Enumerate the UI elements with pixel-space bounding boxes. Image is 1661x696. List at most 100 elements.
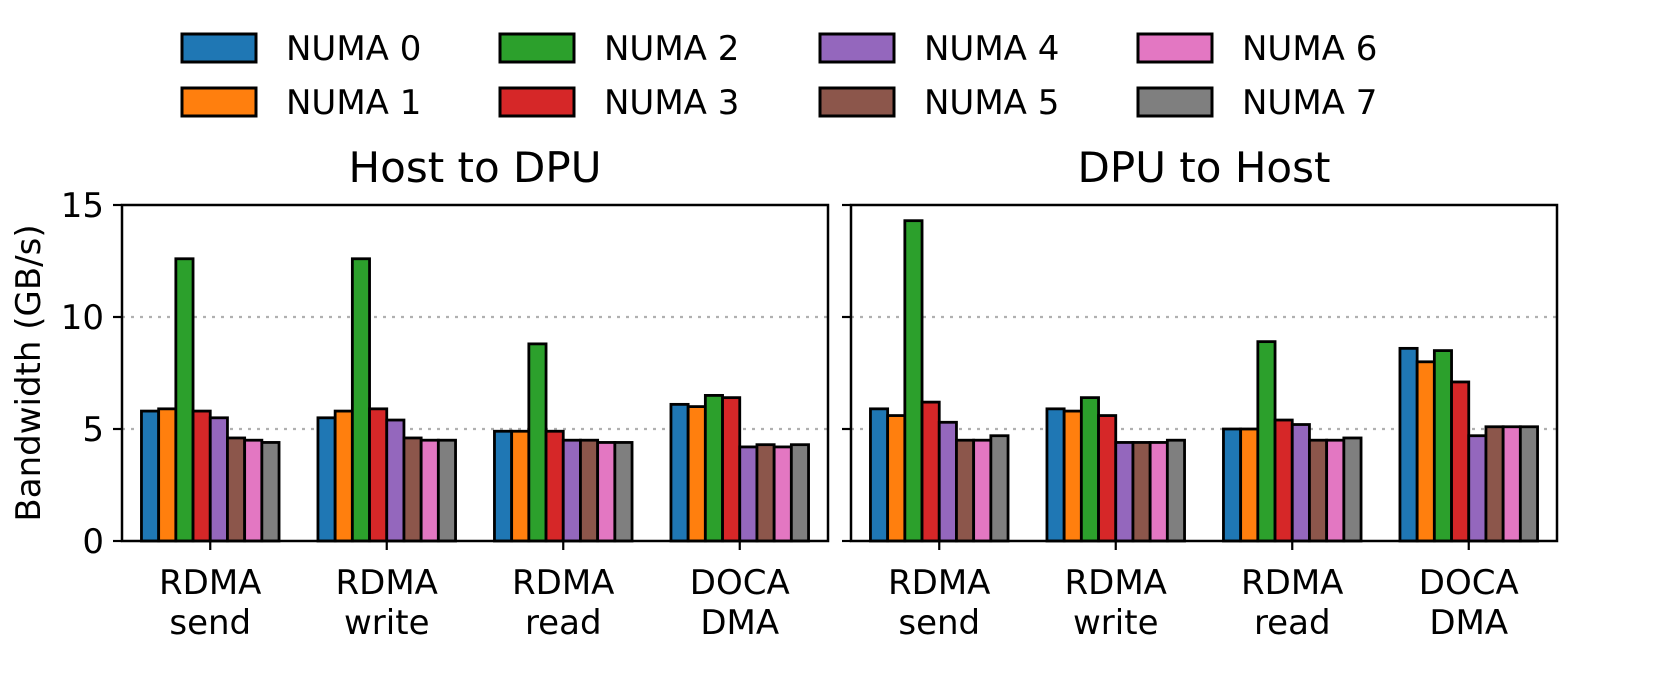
bar-p0-g0-s7 bbox=[260, 441, 281, 543]
bar-p1-g2-s7 bbox=[1342, 436, 1363, 543]
y-tick-label-5: 5 bbox=[82, 410, 104, 450]
x-tick-label-0-0-line2: send bbox=[169, 603, 251, 643]
x-tick-label-1-2-line2: read bbox=[1254, 603, 1331, 643]
bar-p0-g0-s4 bbox=[208, 416, 229, 543]
bar-p0-g2-s6 bbox=[596, 441, 617, 543]
bar-p1-g1-s2 bbox=[1079, 396, 1100, 543]
x-tick-label-0-1-line1: RDMA bbox=[336, 563, 438, 603]
legend-label-7: NUMA 7 bbox=[1242, 83, 1377, 123]
legend-swatch-3 bbox=[498, 86, 576, 118]
bar-p0-g1-s7 bbox=[436, 438, 457, 543]
bar-p0-g1-s5 bbox=[402, 436, 423, 543]
legend-swatch-7 bbox=[1136, 86, 1214, 118]
legend-swatch-0 bbox=[180, 32, 258, 64]
bar-p1-g3-s1 bbox=[1415, 360, 1436, 543]
bar-p1-g2-s3 bbox=[1273, 418, 1294, 543]
bar-p1-g2-s5 bbox=[1308, 438, 1329, 543]
bar-p1-g3-s7 bbox=[1518, 425, 1539, 543]
y-tick-label-15: 15 bbox=[61, 186, 104, 226]
bar-p0-g1-s2 bbox=[350, 257, 371, 543]
y-tick-label-0: 0 bbox=[82, 522, 104, 562]
bar-p0-g2-s7 bbox=[613, 441, 634, 543]
x-tick-label-1-1-line2: write bbox=[1073, 603, 1158, 643]
legend-swatch-2 bbox=[498, 32, 576, 64]
bar-p0-g0-s6 bbox=[243, 438, 264, 543]
x-tick-label-1-3-line1: DOCA bbox=[1419, 563, 1519, 603]
x-tick-label-1-1-line1: RDMA bbox=[1065, 563, 1167, 603]
bar-p0-g0-s5 bbox=[226, 436, 247, 543]
legend-label-6: NUMA 6 bbox=[1242, 29, 1377, 69]
bar-p0-g3-s4 bbox=[738, 445, 759, 543]
bar-p1-g3-s2 bbox=[1432, 349, 1453, 543]
bar-p1-g2-s1 bbox=[1239, 427, 1260, 543]
bar-p1-g0-s2 bbox=[903, 219, 924, 543]
bar-p1-g3-s4 bbox=[1467, 434, 1488, 543]
bar-p1-g2-s0 bbox=[1222, 427, 1243, 543]
bar-p0-g1-s3 bbox=[368, 407, 389, 543]
bar-p0-g2-s1 bbox=[510, 429, 531, 543]
x-tick-label-0-1-line2: write bbox=[344, 603, 429, 643]
legend-label-2: NUMA 2 bbox=[604, 29, 739, 69]
bar-p0-g2-s4 bbox=[561, 438, 582, 543]
legend-label-3: NUMA 3 bbox=[604, 83, 739, 123]
bar-p0-g2-s2 bbox=[527, 342, 548, 543]
legend-label-0: NUMA 0 bbox=[286, 29, 421, 69]
bar-p0-g0-s2 bbox=[174, 257, 195, 543]
bar-p1-g0-s4 bbox=[937, 420, 958, 543]
bar-p0-g2-s3 bbox=[544, 429, 565, 543]
bar-p1-g2-s6 bbox=[1325, 438, 1346, 543]
bar-p0-g3-s0 bbox=[669, 402, 690, 543]
x-tick-label-1-3-line2: DMA bbox=[1429, 603, 1508, 643]
bar-p0-g3-s6 bbox=[772, 445, 793, 543]
bar-p1-g1-s0 bbox=[1045, 407, 1066, 543]
bar-p1-g1-s6 bbox=[1148, 441, 1169, 543]
panel-title-1: DPU to Host bbox=[1078, 143, 1331, 192]
x-tick-label-0-3-line1: DOCA bbox=[690, 563, 790, 603]
bar-p0-g0-s0 bbox=[140, 409, 161, 543]
x-tick-label-0-0-line1: RDMA bbox=[159, 563, 261, 603]
bar-p0-g3-s2 bbox=[703, 393, 724, 543]
bar-p1-g1-s7 bbox=[1165, 438, 1186, 543]
bar-p1-g0-s3 bbox=[920, 400, 941, 543]
legend-label-5: NUMA 5 bbox=[924, 83, 1059, 123]
x-tick-label-0-2-line2: read bbox=[525, 603, 602, 643]
bar-p0-g1-s4 bbox=[385, 418, 406, 543]
bar-p1-g3-s6 bbox=[1501, 425, 1522, 543]
bar-p1-g0-s1 bbox=[886, 414, 907, 543]
x-tick-label-1-2-line1: RDMA bbox=[1241, 563, 1343, 603]
panel-title-0: Host to DPU bbox=[349, 143, 602, 192]
panel-frame-1 bbox=[849, 203, 1559, 543]
bar-p0-g2-s5 bbox=[579, 438, 600, 543]
y-axis-label: Bandwidth (GB/s) bbox=[9, 224, 49, 521]
bar-p0-g0-s3 bbox=[191, 409, 212, 543]
bar-p1-g0-s6 bbox=[972, 438, 993, 543]
legend-swatch-1 bbox=[180, 86, 258, 118]
x-tick-label-0-2-line1: RDMA bbox=[512, 563, 614, 603]
bar-p1-g1-s4 bbox=[1114, 441, 1135, 543]
legend-label-4: NUMA 4 bbox=[924, 29, 1059, 69]
bar-p1-g3-s0 bbox=[1398, 346, 1419, 543]
bar-p0-g2-s0 bbox=[493, 429, 514, 543]
bar-p1-g0-s5 bbox=[955, 438, 976, 543]
bar-p0-g3-s3 bbox=[721, 396, 742, 543]
bar-p0-g3-s1 bbox=[686, 405, 707, 543]
legend-label-1: NUMA 1 bbox=[286, 83, 421, 123]
legend-swatch-4 bbox=[818, 32, 896, 64]
bar-p1-g3-s3 bbox=[1450, 380, 1471, 543]
bar-p1-g1-s1 bbox=[1062, 409, 1083, 543]
x-tick-label-1-0-line2: send bbox=[898, 603, 980, 643]
legend-swatch-5 bbox=[818, 86, 896, 118]
bar-p1-g2-s4 bbox=[1290, 423, 1311, 543]
bar-p0-g1-s6 bbox=[419, 438, 440, 543]
x-tick-label-0-3-line2: DMA bbox=[700, 603, 779, 643]
y-tick-label-10: 10 bbox=[61, 298, 104, 338]
panel-frame-0 bbox=[120, 203, 830, 543]
bar-p1-g3-s5 bbox=[1484, 425, 1505, 543]
bar-p1-g2-s2 bbox=[1256, 340, 1277, 543]
bar-p0-g1-s1 bbox=[333, 409, 354, 543]
legend-swatch-6 bbox=[1136, 32, 1214, 64]
bar-p0-g1-s0 bbox=[316, 416, 337, 543]
bar-p0-g3-s5 bbox=[755, 443, 776, 543]
